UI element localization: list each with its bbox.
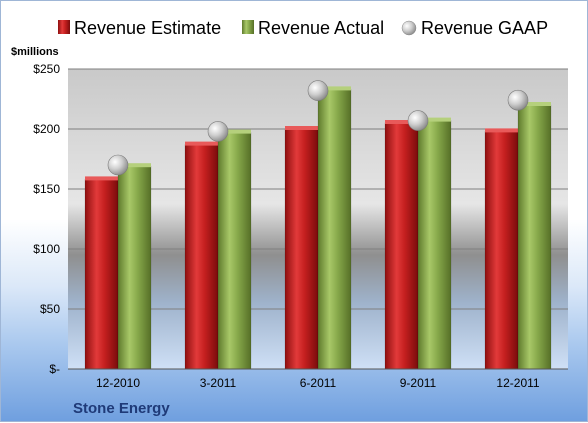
bar-revenue-actual <box>317 89 352 370</box>
bar-revenue-actual-top <box>518 102 551 106</box>
y-tick-label: $200 <box>33 122 60 136</box>
gaap-marker <box>507 89 529 111</box>
bar-revenue-actual-top <box>418 117 451 122</box>
x-tick-label: 6-2011 <box>300 376 337 390</box>
legend-swatch-estimate <box>58 20 70 34</box>
bar-revenue-estimate <box>184 144 219 370</box>
gaap-marker <box>207 121 229 142</box>
gaap-marker <box>307 80 329 101</box>
bar-revenue-estimate <box>84 179 119 370</box>
unit-label: $millions <box>11 46 59 58</box>
bar-revenue-estimate <box>384 122 419 370</box>
y-tick-label: $50 <box>40 302 60 316</box>
bar-revenue-estimate <box>284 128 319 370</box>
legend-label-gaap: Revenue GAAP <box>421 18 548 38</box>
bar-revenue-estimate-top <box>485 128 518 133</box>
legend-label-estimate: Revenue Estimate <box>74 18 221 38</box>
bar-revenue-actual <box>517 104 552 370</box>
x-axis-ticks: 12-2010 3-2011 6-2011 9-2011 12-2011 <box>96 376 540 390</box>
legend: Revenue Estimate Revenue Actual Revenue … <box>58 18 548 38</box>
bar-revenue-actual-top <box>218 129 251 134</box>
x-tick-label: 12-2011 <box>496 376 539 390</box>
bar-revenue-actual <box>217 132 252 370</box>
x-tick-label: 9-2011 <box>400 376 437 390</box>
gaap-marker <box>407 110 429 131</box>
gaap-markers <box>107 80 529 176</box>
y-tick-label: $100 <box>33 242 60 256</box>
x-tick-label: 3-2011 <box>200 376 237 390</box>
bar-revenue-actual-top <box>118 163 151 168</box>
bar-revenue-estimate <box>484 131 519 370</box>
bar-revenue-estimate-top <box>85 176 118 181</box>
bar-revenue-actual-top <box>318 86 351 91</box>
bar-revenue-estimate-top <box>385 120 418 124</box>
y-tick-label: $150 <box>33 182 60 196</box>
bar-revenue-estimate-top <box>285 126 318 130</box>
y-tick-label: $- <box>49 362 60 376</box>
bar-revenue-actual <box>117 165 152 370</box>
x-tick-label: 12-2010 <box>96 376 140 390</box>
legend-swatch-actual <box>242 20 254 34</box>
bar-revenue-estimate-top <box>185 141 218 146</box>
legend-label-actual: Revenue Actual <box>258 18 384 38</box>
y-axis-ticks: $- $50 $100 $150 $200 $250 <box>33 62 60 376</box>
bar-revenue-actual <box>417 120 452 370</box>
company-name: Stone Energy <box>73 400 170 417</box>
y-tick-label: $250 <box>33 62 60 76</box>
legend-swatch-gaap <box>401 20 417 36</box>
bars <box>84 86 552 370</box>
gaap-marker <box>107 154 129 176</box>
